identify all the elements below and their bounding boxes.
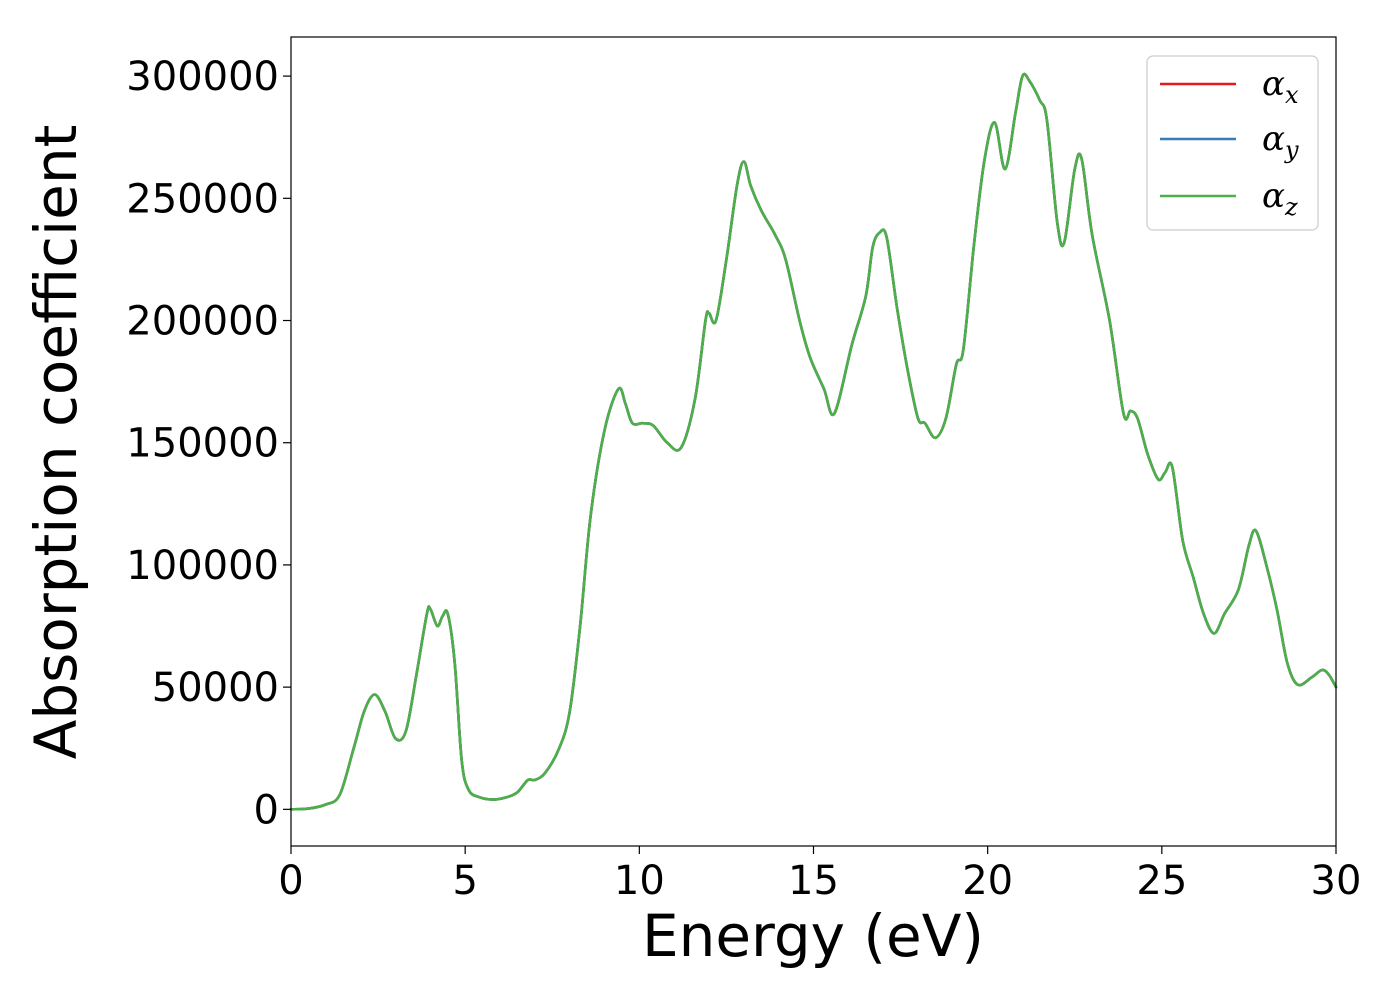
x-tick-label: 25: [1136, 858, 1187, 904]
legend-subscript: x: [1285, 81, 1299, 109]
x-tick-label: 0: [278, 858, 303, 904]
y-tick-label: 50000: [152, 665, 279, 711]
y-tick-label: 200000: [126, 299, 279, 345]
legend-box: [1146, 55, 1319, 231]
x-tick-label: 5: [452, 858, 477, 904]
y-axis-title: Absorption coefficient: [22, 125, 90, 760]
legend-label: αx: [1262, 64, 1299, 109]
legend-label: αz: [1262, 176, 1298, 221]
x-axis: 0 5 10 15 20 25 30: [278, 846, 1361, 904]
legend-subscript: y: [1284, 136, 1299, 164]
legend-symbol: α: [1262, 176, 1285, 216]
x-tick-label: 15: [788, 858, 839, 904]
x-tick-label: 20: [962, 858, 1013, 904]
y-tick-label: 150000: [126, 421, 279, 467]
legend-subscript: z: [1284, 193, 1298, 221]
x-tick-label: 30: [1311, 858, 1362, 904]
legend-symbol: α: [1262, 64, 1285, 104]
x-axis-title: Energy (eV): [642, 902, 984, 970]
series-layer: [289, 72, 1338, 811]
legend-label: αy: [1262, 119, 1299, 164]
legend-symbol: α: [1262, 119, 1285, 159]
y-tick-label: 250000: [126, 176, 279, 222]
y-tick-label: 0: [254, 787, 279, 833]
x-tick-label: 10: [614, 858, 665, 904]
y-tick-label: 300000: [126, 54, 279, 100]
y-tick-label: 100000: [126, 543, 279, 589]
y-axis: 0 50000 100000 150000 200000 250000 300000: [126, 54, 291, 833]
series-line-3: [289, 72, 1338, 811]
